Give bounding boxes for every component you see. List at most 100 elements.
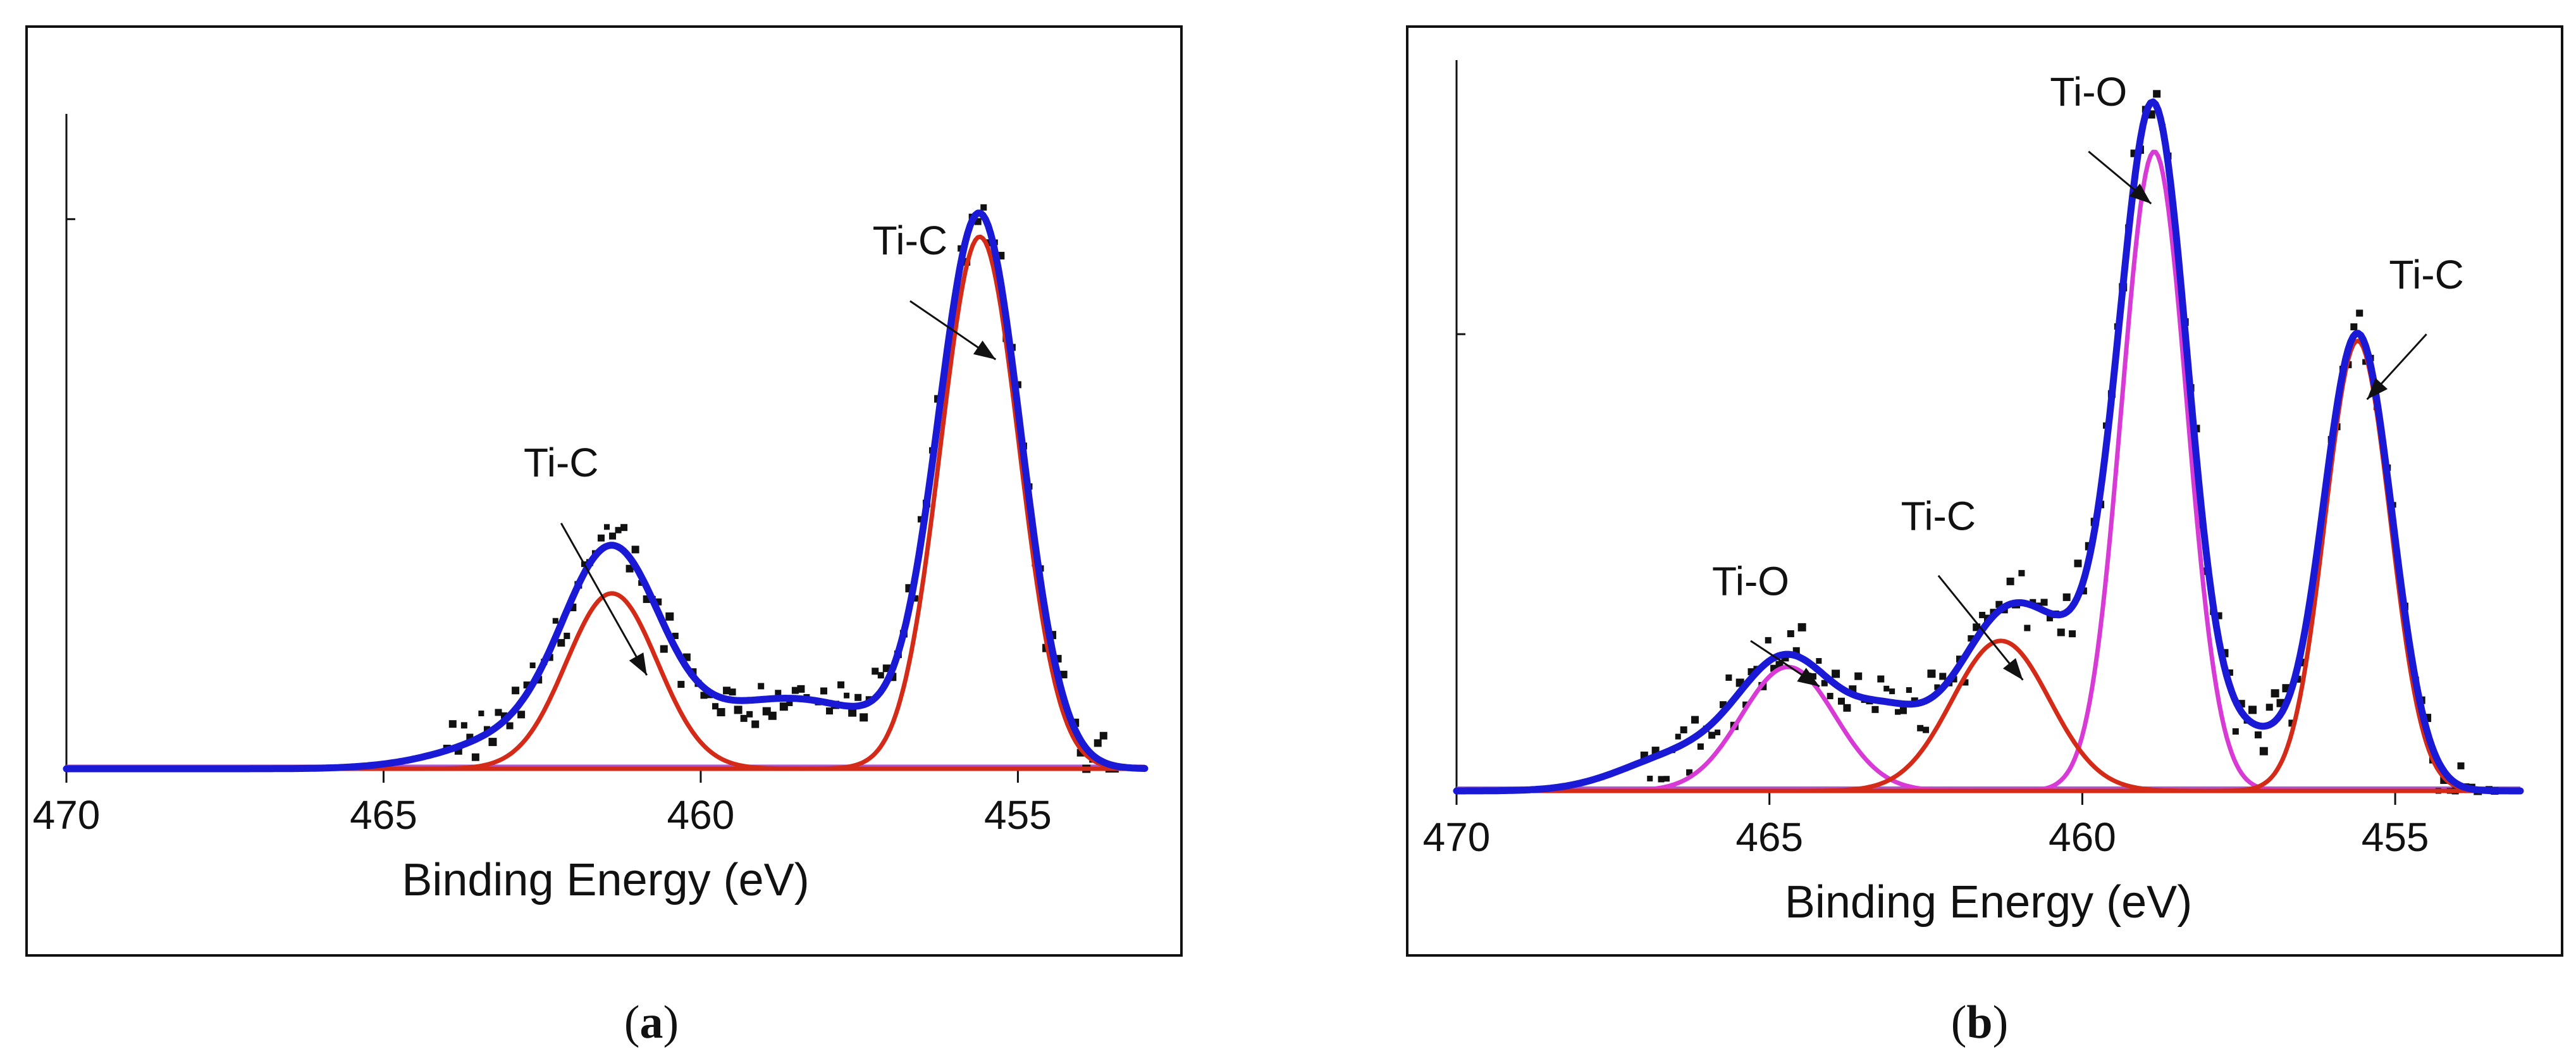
panel-b-data-point-45	[1895, 709, 1901, 715]
panel-a-data-point-37	[655, 598, 662, 606]
panel-b-data-point-49	[1917, 724, 1924, 731]
panel-a-data-point-50	[729, 688, 736, 696]
panel-b-data-point-65	[2006, 577, 2014, 585]
panel-b-data-point-22	[1765, 637, 1772, 643]
panel-a-data-point-19	[552, 618, 558, 624]
panel-b-data-point-52	[1934, 684, 1940, 690]
panel-b-data-point-91	[2153, 90, 2161, 98]
panel-b-curve-ti-c-fit-2	[1454, 638, 2523, 793]
panel-a-curve-envelope	[63, 209, 1149, 773]
panel-a-data-point-61	[791, 687, 799, 694]
panel-a-data-point-30	[615, 526, 622, 533]
panel-b-x-tick-label-2: 460	[2049, 814, 2116, 860]
panel-b-peak-label-3: Ti-O	[1712, 559, 1789, 604]
panel-b-data-point-31	[1816, 658, 1822, 664]
panel-a-data-point-20	[557, 638, 565, 647]
panel-a-data-point-39	[665, 612, 674, 621]
panel-a-data-point-38	[660, 645, 668, 653]
panel-b-x-tick-label-0: 470	[1423, 814, 1491, 860]
panel-b-data-point-1	[1647, 775, 1653, 781]
panel-b-data-point-112	[2271, 689, 2279, 698]
panel-a-data-point-69	[837, 681, 845, 688]
panel-a-data-point-53	[746, 711, 753, 718]
panel-a-data-point-59	[779, 702, 788, 711]
panel-b-arrow-head-1	[2367, 378, 2388, 400]
panel-a-data-point-49	[723, 687, 731, 695]
panel-a-data-point-82	[911, 595, 918, 602]
panel-a-peak-label-1: Ti-C	[873, 218, 947, 263]
panel-a-x-tick-label-1: 465	[350, 792, 417, 838]
panel-b-data-point-75	[2062, 593, 2071, 601]
panel-a-data-point-29	[609, 532, 617, 540]
panel-b-data-point-68	[2024, 625, 2031, 631]
panel-b-data-point-19	[1747, 668, 1755, 676]
panel-a-data-point-21	[564, 632, 570, 639]
panel-a-data-point-60	[786, 699, 793, 706]
panel-b-data-point-67	[2018, 569, 2025, 576]
panel-b-frame	[1406, 25, 2563, 957]
panel-a-data-point-6	[478, 710, 484, 716]
panel-b-x-tick-label-3: 455	[2362, 814, 2429, 860]
panel-a-data-point-93	[974, 218, 982, 225]
panel-b-data-point-53	[1939, 673, 1947, 680]
panel-b-x-axis-title: Binding Energy (eV)	[1785, 877, 2192, 928]
panel-a-data-point-108	[1059, 671, 1068, 679]
panel-a-data-point-11	[506, 722, 514, 730]
panel-a-x-tick-label-0: 470	[33, 792, 101, 838]
panel-a-data-point-9	[495, 709, 502, 716]
panel-a-data-point-12	[512, 687, 520, 695]
panel-b-data-point-108	[2248, 706, 2257, 714]
panel-b-data-point-109	[2254, 731, 2262, 738]
panel-a-caption: (a)	[624, 997, 679, 1048]
panel-b-peak-label-1: Ti-C	[2389, 252, 2463, 297]
panel-b-data-point-12	[1708, 731, 1716, 739]
panel-b-data-point-110	[2259, 747, 2268, 755]
panel-a-data-point-94	[980, 204, 987, 211]
panel-b-data-point-3	[1658, 776, 1665, 783]
panel-a-data-point-57	[768, 711, 777, 720]
panel-b-data-point-9	[1691, 716, 1699, 724]
panel-b-data-point-126	[2350, 323, 2358, 331]
panel-a-arrow-head-1	[973, 340, 996, 360]
panel-b-data-point-51	[1927, 669, 1936, 678]
panel-b-data-point-72	[2046, 614, 2053, 621]
panel-a-data-point-72	[854, 693, 862, 701]
panel-b-data-point-35	[1837, 697, 1845, 705]
panel-b-data-point-30	[1809, 673, 1816, 680]
panel-b-data-point-127	[2356, 309, 2363, 317]
panel-b-data-point-105	[2232, 728, 2239, 735]
panel-a-arrow-line-0	[560, 523, 648, 676]
panel-a-data-point-54	[751, 720, 760, 728]
panel-b: 470 465 460 455 Binding Energy (eV) Ti-O Ti-C T…	[1406, 25, 2563, 1048]
panel-a-data-point-95	[985, 239, 993, 247]
panel-b-data-point-57	[1962, 679, 1969, 686]
panel-b-data-point-47	[1906, 687, 1912, 693]
panel-a: 470 465 460 455 Binding Energy (eV) Ti-C Ti-C (…	[25, 25, 1183, 1048]
panel-b-data-point-50	[1923, 726, 1930, 733]
panel-a-arrow-head-0	[629, 652, 647, 676]
panel-a-frame	[25, 25, 1183, 957]
panel-a-peak-label-0: Ti-C	[524, 440, 598, 485]
panel-b-data-point-76	[2069, 630, 2076, 638]
panel-b-data-point-26	[1787, 630, 1794, 638]
panel-b-data-point-27	[1792, 647, 1800, 654]
panel-a-data-point-66	[820, 687, 828, 695]
panel-b-caption: (b)	[1951, 997, 2008, 1048]
panel-a-data-point-47	[712, 703, 719, 710]
panel-b-peak-label-2: Ti-C	[1901, 494, 1976, 539]
panel-b-data-point-6	[1675, 733, 1681, 740]
panel-a-data-point-76	[877, 672, 884, 679]
panel-a-data-point-70	[844, 692, 850, 699]
panel-b-data-point-74	[2057, 628, 2065, 637]
panel-a-data-point-7	[483, 726, 490, 733]
panel-a-data-point-40	[672, 632, 679, 639]
panel-b-data-point-145	[2457, 762, 2465, 769]
panel-b-data-point-34	[1832, 669, 1840, 678]
panel-a-x-tick-label-2: 460	[667, 792, 735, 838]
panel-a-data-point-28	[604, 524, 610, 530]
panel-a-data-point-4	[466, 733, 474, 741]
panel-a-data-point-15	[529, 662, 536, 669]
panel-a-data-point-55	[758, 683, 765, 690]
panel-a-x-tick-label-3: 455	[984, 792, 1052, 838]
panel-a-data-point-73	[860, 713, 868, 722]
